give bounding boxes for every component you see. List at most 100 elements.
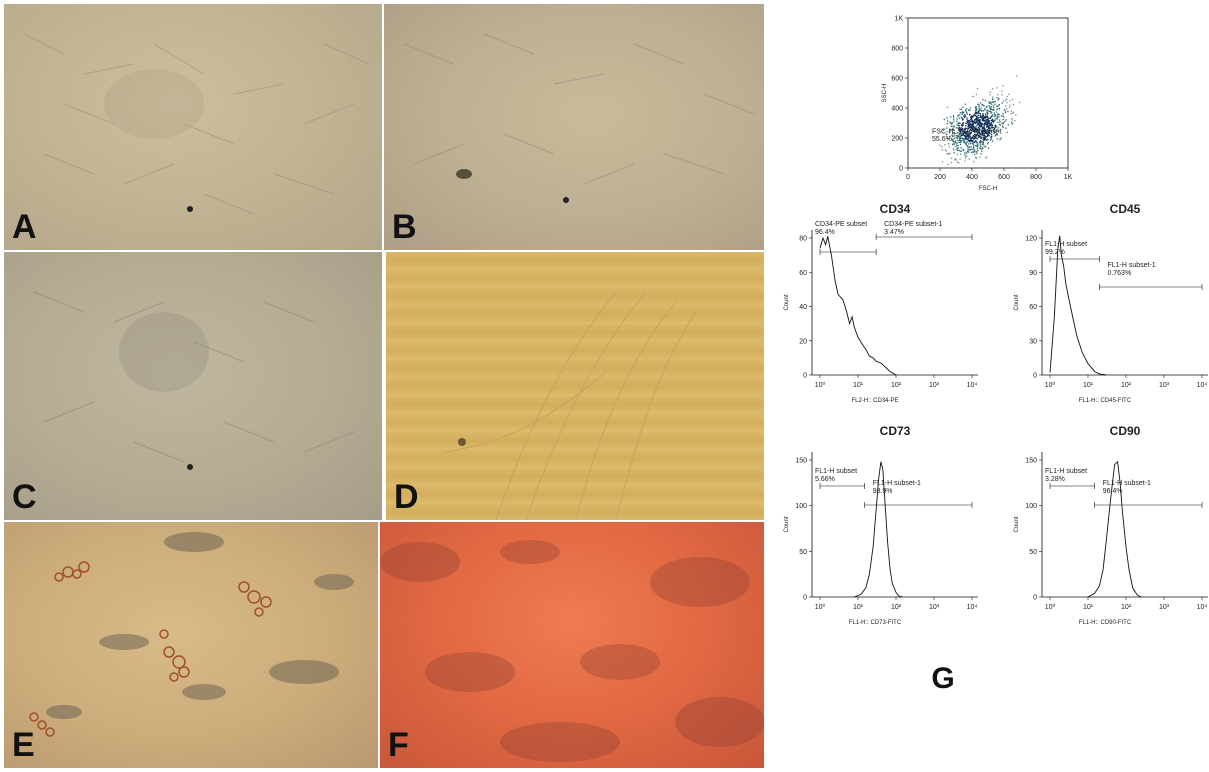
scatter-point [975, 105, 977, 108]
scatter-point [985, 120, 987, 122]
scatter-point [984, 138, 986, 140]
scatter-point [993, 112, 995, 114]
scatter-point [963, 128, 966, 130]
scatter-point [1001, 122, 1003, 124]
scatter-point [995, 130, 997, 132]
scatter-point [969, 127, 972, 129]
scatter-point [973, 130, 975, 133]
scatter-point [986, 105, 988, 107]
scatter-point [975, 111, 977, 114]
scatter-point [949, 131, 951, 133]
scatter-point [946, 127, 948, 129]
scatter-point [959, 158, 961, 160]
scatter-point [998, 130, 1000, 132]
scatter-point [972, 143, 974, 145]
histogram-line [819, 236, 897, 376]
scatter-point [992, 98, 994, 100]
scatter-point [993, 116, 996, 118]
scatter-point [973, 115, 975, 117]
scatter-point [984, 122, 986, 124]
scatter-point [990, 108, 992, 110]
scatter-point [962, 118, 964, 120]
scatter-point [990, 136, 992, 138]
scatter-point [986, 133, 988, 135]
scatter-point [983, 108, 986, 111]
scatter-point [1008, 106, 1011, 108]
scatter-point [949, 135, 951, 137]
scatter-point [956, 149, 959, 152]
scatter-point [970, 138, 972, 141]
scatter-point [989, 127, 991, 130]
scatter-point [966, 155, 968, 158]
scatter-point [982, 141, 984, 143]
scatter-point [985, 106, 987, 108]
scatter-point [1006, 131, 1008, 133]
scatter-point [974, 115, 976, 117]
scatter-point [973, 148, 975, 150]
scatter-point [999, 119, 1001, 121]
scatter-point [973, 133, 976, 136]
scatter-point [982, 104, 984, 106]
scatter-point [991, 101, 993, 103]
scatter-point [989, 106, 991, 108]
scatter-point [974, 127, 976, 129]
gate-value: 96.4% [815, 229, 835, 236]
scatter-point [954, 132, 956, 135]
scatter-point [979, 142, 981, 144]
scatter-point [975, 141, 978, 143]
chart-title: CD45 [1110, 202, 1141, 216]
scatter-point [990, 122, 992, 124]
scatter-point [963, 132, 966, 134]
y-tick-label: 120 [1025, 236, 1037, 243]
scatter-point [964, 130, 966, 132]
scatter-point [988, 121, 990, 123]
scatter-point [958, 129, 960, 131]
scatter-point [973, 122, 976, 124]
scatter-point [941, 161, 944, 163]
scatter-point [974, 141, 976, 143]
scatter-point [974, 136, 976, 139]
scatter-point [988, 122, 991, 124]
scatter-point [966, 127, 968, 130]
scatter-point [987, 120, 989, 122]
scatter-point [985, 132, 988, 134]
scatter-point [987, 128, 989, 131]
scatter-point [983, 135, 986, 137]
scatter-point [986, 119, 988, 121]
y-tick-label: 1K [894, 16, 903, 23]
x-tick-label: 10² [1121, 382, 1132, 389]
scatter-point [989, 91, 991, 93]
scatter-point [985, 129, 987, 131]
x-tick-label: 400 [966, 174, 978, 181]
scatter-point [962, 137, 965, 140]
y-tick-label: 0 [1033, 373, 1037, 380]
scatter-point [975, 117, 978, 119]
scatter-point [959, 143, 962, 146]
scatter-point [997, 105, 999, 108]
scatter-point [999, 138, 1001, 141]
scatter-point [958, 117, 960, 119]
scatter-point [957, 124, 960, 126]
y-tick-label: 400 [891, 106, 903, 113]
scatter-point [962, 123, 964, 125]
gate-value: 0.763% [1107, 270, 1131, 277]
x-tick-label: 10⁰ [815, 381, 826, 389]
scatter-point [976, 151, 978, 153]
scatter-point [981, 129, 984, 131]
scatter-point [970, 129, 972, 132]
scatter-point [971, 121, 973, 123]
scatter-point [993, 107, 995, 109]
scatter-point [946, 123, 948, 125]
scatter-point [965, 133, 967, 135]
scatter-point [953, 132, 955, 134]
scatter-point [956, 118, 958, 120]
scatter-point [972, 137, 974, 139]
scatter-point [962, 124, 964, 126]
scatter-point [981, 134, 983, 136]
scatter-point [968, 158, 970, 160]
scatter-point [987, 134, 989, 136]
scatter-point [978, 120, 980, 122]
scatter-point [995, 126, 997, 128]
scatter-point [960, 127, 962, 129]
scatter-point [961, 125, 964, 127]
